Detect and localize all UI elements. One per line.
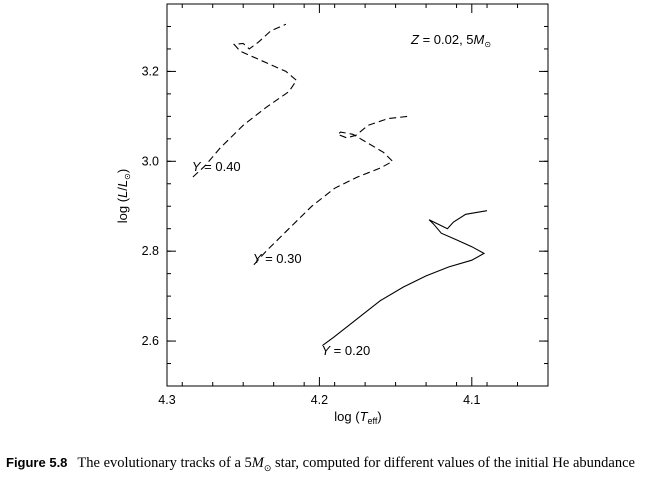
- y-tick-label: 2.8: [142, 244, 159, 258]
- caption-text-before: The evolutionary tracks of a 5: [77, 455, 252, 471]
- figure-label: Figure 5.8: [6, 455, 68, 470]
- series-label: Y = 0.30: [253, 251, 302, 266]
- caption-sun-symbol: ⊙: [263, 462, 272, 473]
- stellar-evolution-chart: 4.3 4.2 4.12.62.83.03.2 Y = 0.20Y = 0.30Y …: [115, 3, 549, 426]
- track-040: [192, 23, 298, 178]
- y-tick-label: 3.0: [142, 154, 159, 168]
- track-030: [253, 115, 408, 266]
- x-tick-label: 4.1: [463, 393, 480, 407]
- series-label: Y = 0.40: [192, 159, 241, 174]
- y-tick-label: 2.6: [142, 334, 159, 348]
- caption-mass-symbol: M: [251, 455, 264, 471]
- plot-area: 4.3 4.2 4.12.62.83.03.2 Y = 0.20Y = 0.30Y …: [142, 3, 549, 407]
- plot-frame: [166, 3, 549, 387]
- track-020: [322, 210, 488, 347]
- series-labels: Y = 0.20 Y = 0.30 Y = 0.40: [192, 159, 370, 358]
- x-tick-label: 4.3: [158, 393, 175, 407]
- evolutionary-tracks: [192, 23, 488, 347]
- axis-ticks: 4.3 4.2 4.1 2.6 2.8 3.0 3.2: [142, 3, 549, 407]
- figure-caption: Figure 5.8 The evolutionary tracks of a 5…: [6, 454, 654, 477]
- metallicity-mass-annotation: Z = 0.02, 5M⊙: [410, 32, 491, 49]
- caption-text-after: star, computed for different values of t…: [271, 455, 635, 471]
- x-tick-label: 4.2: [311, 393, 328, 407]
- y-axis-title: log (L/L⊙): [115, 169, 132, 223]
- x-axis-title: log (Teff): [334, 409, 381, 426]
- y-tick-label: 3.2: [142, 64, 159, 78]
- series-label: Y = 0.20: [321, 343, 370, 358]
